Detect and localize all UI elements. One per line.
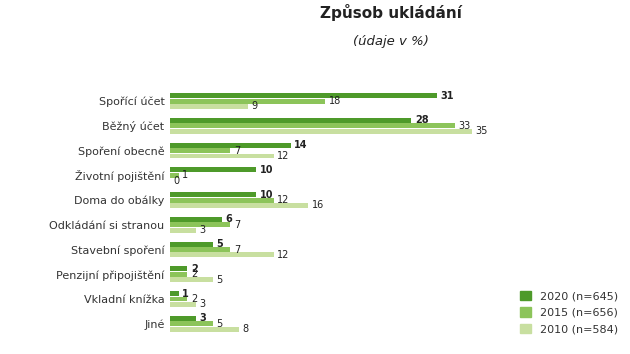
Bar [170, 252, 273, 257]
Bar [170, 302, 196, 307]
Text: 2: 2 [191, 269, 197, 279]
Bar [170, 93, 437, 98]
Text: 28: 28 [415, 115, 428, 125]
Bar [170, 167, 256, 172]
Bar [170, 217, 222, 222]
Text: 9: 9 [251, 102, 257, 112]
Bar [170, 123, 455, 128]
Bar [170, 129, 472, 134]
Text: 7: 7 [234, 145, 240, 155]
Text: 18: 18 [329, 96, 341, 106]
Text: 33: 33 [458, 121, 470, 131]
Text: 1: 1 [182, 289, 189, 298]
Text: 7: 7 [234, 245, 240, 255]
Bar [170, 154, 273, 159]
Bar [170, 203, 308, 208]
Text: 6: 6 [226, 214, 232, 224]
Bar [170, 98, 325, 103]
Text: 3: 3 [200, 313, 206, 323]
Bar [170, 198, 273, 202]
Bar [170, 241, 213, 246]
Text: 3: 3 [200, 299, 205, 309]
Bar [170, 148, 231, 153]
Text: 0: 0 [173, 176, 180, 186]
Bar [170, 327, 239, 332]
Text: 12: 12 [277, 195, 289, 205]
Text: Způsob ukládání: Způsob ukládání [319, 4, 462, 21]
Bar [170, 104, 248, 109]
Text: 35: 35 [475, 126, 488, 136]
Text: 5: 5 [217, 319, 223, 329]
Text: 16: 16 [311, 200, 324, 211]
Text: 7: 7 [234, 220, 240, 230]
Bar [170, 321, 213, 326]
Legend: 2020 (n=645), 2015 (n=656), 2010 (n=584): 2020 (n=645), 2015 (n=656), 2010 (n=584) [520, 291, 618, 334]
Bar [170, 143, 291, 148]
Text: (údaje v %): (údaje v %) [353, 35, 428, 48]
Text: 2: 2 [191, 264, 198, 274]
Text: 8: 8 [243, 324, 249, 334]
Text: 10: 10 [260, 165, 273, 175]
Bar [170, 297, 187, 302]
Bar [170, 192, 256, 197]
Bar [170, 173, 179, 178]
Text: 2: 2 [191, 294, 197, 304]
Text: 12: 12 [277, 250, 289, 260]
Text: 5: 5 [217, 275, 223, 285]
Bar [170, 266, 187, 271]
Text: 5: 5 [217, 239, 224, 249]
Text: 31: 31 [441, 91, 454, 101]
Text: 3: 3 [200, 225, 205, 235]
Bar [170, 316, 196, 321]
Bar [170, 277, 213, 282]
Bar [170, 291, 179, 296]
Text: 14: 14 [294, 140, 307, 150]
Bar [170, 118, 411, 123]
Text: 12: 12 [277, 151, 289, 161]
Bar [170, 272, 187, 277]
Text: 1: 1 [182, 170, 188, 180]
Bar [170, 222, 231, 227]
Bar [170, 228, 196, 233]
Bar [170, 247, 231, 252]
Text: 10: 10 [260, 190, 273, 200]
